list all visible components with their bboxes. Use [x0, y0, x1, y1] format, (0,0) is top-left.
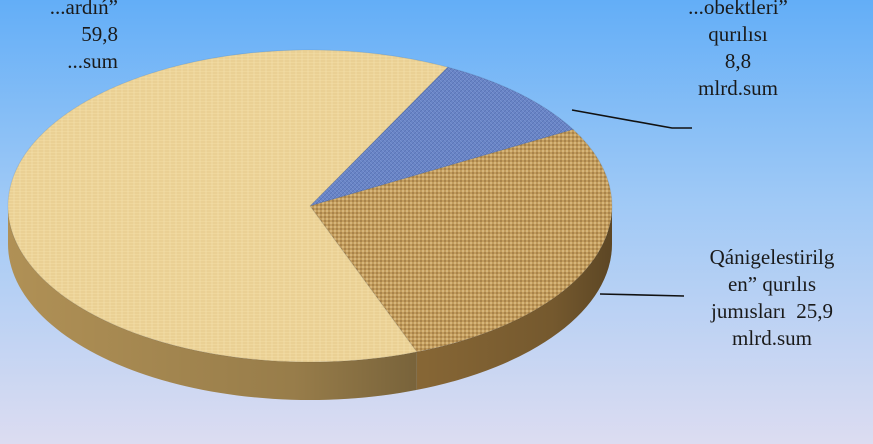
pie-slice-1 — [308, 66, 575, 208]
slice-label-brown: Qánigelestirilg en” qurılıs jumısları 25,9… — [677, 244, 867, 352]
pie-slice-0 — [7, 49, 449, 363]
slice-label-line: Qánigelestirilg — [709, 245, 835, 269]
slice-label-line: 8,8 — [724, 49, 752, 73]
slice-label-line: jumısları 25,9 — [711, 299, 833, 323]
slice-label-line: ...sum — [67, 49, 118, 73]
slice-label-line: mlrd.sum — [698, 76, 778, 100]
slice-label-line: ...ardıń” — [49, 0, 118, 19]
slice-label-line: 59,8 — [81, 22, 118, 46]
slice-label-large: ...ardıń” 59,8 ...sum — [0, 0, 118, 75]
leader-line-brown — [599, 293, 685, 297]
slice-label-line: ...obektleri” — [688, 0, 788, 19]
slice-label-line: en” qurılıs — [727, 272, 817, 296]
pie-side-0-shade — [8, 206, 417, 400]
leader-line-blue — [571, 109, 692, 129]
pie-slice-2 — [309, 128, 613, 353]
slice-label-line: mlrd.sum — [732, 326, 812, 350]
slice-label-line: qurılısı — [708, 22, 768, 46]
pie-side-2-shade — [416, 206, 612, 390]
slice-label-blue: ...obektleri” qurılısı 8,8 mlrd.sum — [668, 0, 808, 102]
